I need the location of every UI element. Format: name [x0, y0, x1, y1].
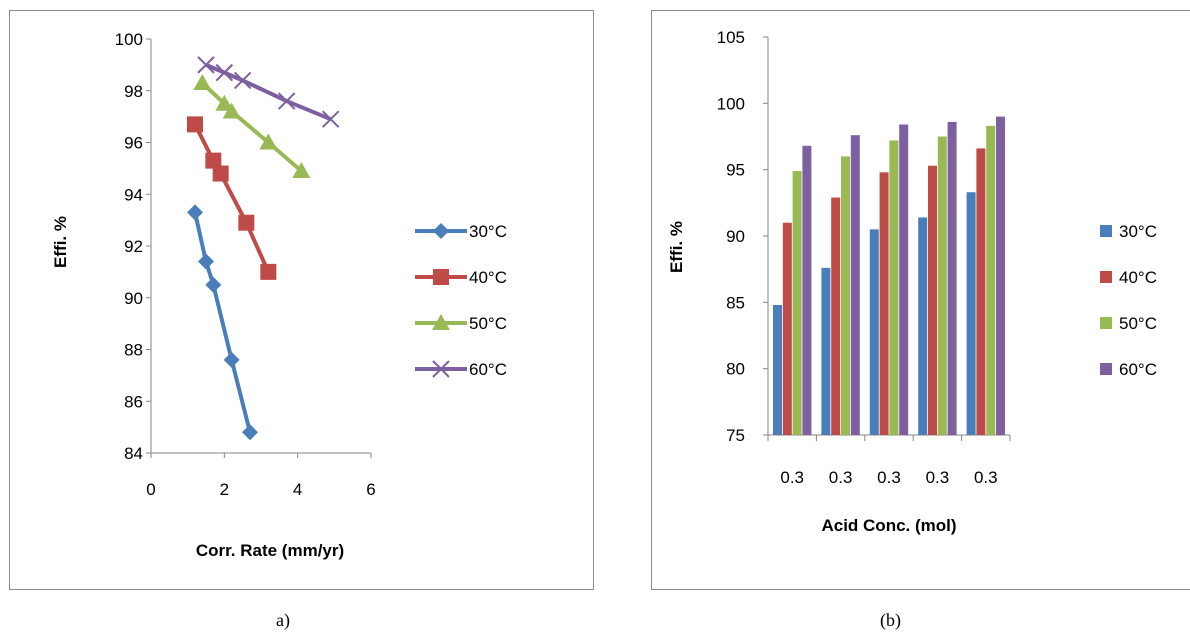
legend-item: 60°C [1100, 360, 1157, 379]
y-tick-label: 88 [124, 341, 143, 360]
x-tick-label: 0.3 [829, 468, 853, 487]
x-tick-label: 0.3 [780, 468, 804, 487]
bar [899, 125, 908, 435]
legend-item: 30°C [1100, 222, 1157, 241]
x-axis-title: Acid Conc. (mol) [821, 516, 956, 535]
data-point [224, 352, 240, 368]
data-point [213, 166, 229, 182]
bar [773, 305, 782, 435]
legend-item: 60°C [415, 360, 507, 379]
bar [831, 198, 840, 435]
bar [841, 156, 850, 435]
data-point [187, 116, 203, 132]
series-30c [187, 204, 258, 440]
bar [996, 117, 1005, 435]
chart-b-panel: 75 80 85 90 95 100 105 0.3 0.3 0.3 0.3 0.3 Acid Conc… [651, 10, 1190, 590]
y-tick-label: 105 [717, 28, 745, 47]
legend-label: 30°C [469, 222, 507, 241]
legend-item: 50°C [415, 314, 507, 333]
legend-item: 30°C [415, 222, 507, 241]
data-point [242, 424, 258, 440]
bar [918, 217, 927, 435]
bar [870, 229, 879, 435]
y-tick-label: 84 [124, 444, 143, 463]
bar [783, 223, 792, 435]
y-tick-label: 94 [124, 185, 143, 204]
bar [880, 172, 889, 435]
y-tick-label: 100 [717, 94, 745, 113]
y-tick-label: 85 [726, 293, 745, 312]
series-line [195, 212, 250, 432]
legend-item: 40°C [415, 268, 507, 287]
legend-swatch [1100, 363, 1112, 375]
bar [948, 122, 957, 435]
data-point [216, 65, 232, 81]
y-tick-label: 80 [726, 360, 745, 379]
bar [976, 148, 985, 435]
chart-a-panel: 84 86 88 90 92 94 96 98 100 0 2 4 6 Corr. Rate (mm/yr… [9, 10, 594, 590]
legend-swatch [1100, 317, 1112, 329]
legend-label: 60°C [469, 360, 507, 379]
y-axis-title: Effi. % [51, 216, 70, 268]
y-tick-label: 96 [124, 134, 143, 153]
data-point [279, 93, 295, 109]
series-40c [187, 116, 276, 279]
x-tick-label: 0.3 [974, 468, 998, 487]
y-tick-label: 98 [124, 82, 143, 101]
legend-label: 60°C [1119, 360, 1157, 379]
legend-swatch [1100, 271, 1112, 283]
data-point [193, 74, 211, 90]
x-tick-label: 0 [146, 480, 155, 499]
y-tick-label: 75 [726, 426, 745, 445]
data-point [260, 264, 276, 280]
chart-b-svg: 75 80 85 90 95 100 105 0.3 0.3 0.3 0.3 0.3 Acid Conc… [652, 11, 1190, 591]
y-tick-label: 92 [124, 237, 143, 256]
bar [851, 135, 860, 435]
legend-label: 40°C [1119, 268, 1157, 287]
y-tick-label: 100 [115, 30, 143, 49]
legend-swatch [1100, 225, 1112, 237]
bar [986, 126, 995, 435]
x-tick-label: 0.3 [926, 468, 950, 487]
y-tick-label: 90 [124, 289, 143, 308]
caption-a: a) [276, 610, 290, 631]
y-tick-label: 95 [726, 161, 745, 180]
legend-marker [433, 223, 449, 239]
x-tick-label: 2 [220, 480, 229, 499]
legend-label: 40°C [469, 268, 507, 287]
data-point [187, 204, 203, 220]
caption-b: (b) [880, 610, 901, 631]
bar [928, 166, 937, 435]
chart-a-svg: 84 86 88 90 92 94 96 98 100 0 2 4 6 Corr. Rate (mm/yr… [10, 11, 595, 591]
bar [938, 137, 947, 436]
y-axis-title: Effi. % [667, 221, 686, 273]
data-point [198, 57, 214, 73]
legend-label: 30°C [1119, 222, 1157, 241]
bar [889, 140, 898, 435]
series-60c [198, 57, 339, 127]
bar [821, 268, 830, 435]
y-tick-label: 86 [124, 392, 143, 411]
data-point [235, 72, 251, 88]
x-tick-label: 6 [366, 480, 375, 499]
data-point [323, 111, 339, 127]
bar [793, 171, 802, 435]
legend-label: 50°C [1119, 314, 1157, 333]
data-point [205, 277, 221, 293]
legend-item: 40°C [1100, 268, 1157, 287]
legend-marker [433, 269, 449, 285]
data-point [238, 215, 254, 231]
bar [802, 146, 811, 435]
legend-label: 50°C [469, 314, 507, 333]
bar [967, 192, 976, 435]
x-tick-label: 0.3 [877, 468, 901, 487]
y-tick-label: 90 [726, 227, 745, 246]
legend-item: 50°C [1100, 314, 1157, 333]
x-axis-title: Corr. Rate (mm/yr) [196, 541, 344, 560]
series-line [195, 124, 268, 271]
x-tick-label: 4 [293, 480, 302, 499]
data-point [198, 254, 214, 270]
